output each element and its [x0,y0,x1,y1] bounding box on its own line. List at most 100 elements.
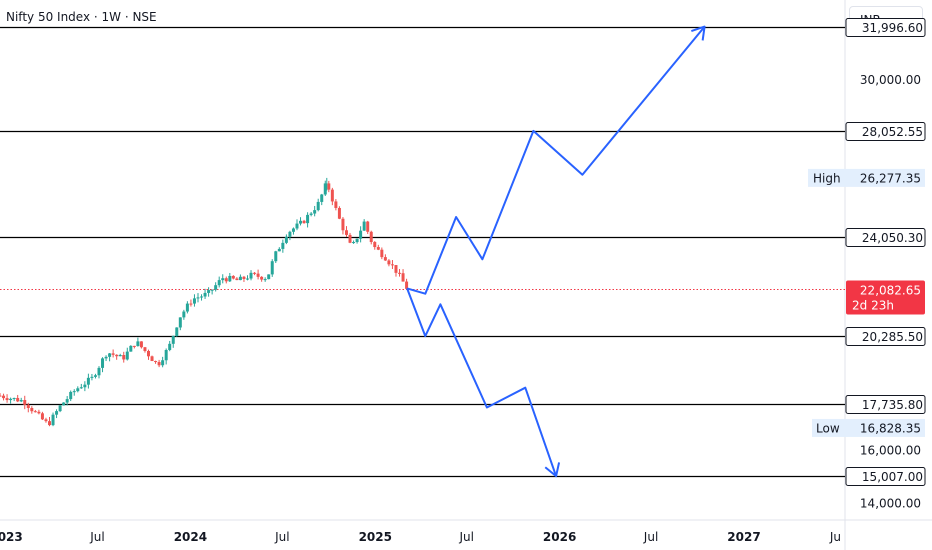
candle-body [143,347,147,351]
candle-body [168,343,172,350]
candle-body [72,391,76,393]
symbol-title: Nifty 50 Index · 1W · NSE [6,10,157,24]
candle-body [55,411,59,415]
candle-body [366,221,370,232]
candle-body [224,278,228,282]
candle-body [192,298,196,304]
candle-body [122,354,126,360]
x-tick-label: Jul [458,530,473,544]
candle-body [65,399,69,403]
level-label-1: 28,052.55 [862,125,923,139]
candle-body [359,230,363,239]
candle-body [323,183,327,195]
candle-body [203,292,207,297]
candle-body [281,242,285,249]
candle-body [327,183,331,190]
candle-body [76,388,80,392]
last-price-countdown: 2d 23h [852,299,894,313]
candle-body [291,228,295,232]
candle-body [309,213,313,215]
low-value: 16,828.35 [860,421,921,435]
candle-body [394,265,398,273]
candle-body [235,278,239,281]
level-label-box-2 [845,228,926,247]
candle-body [157,362,161,366]
candle-body [249,272,253,279]
candle-body [337,207,341,219]
low-caption-box [812,418,846,437]
candle-body [101,358,105,368]
level-label-3: 20,285.50 [862,330,923,344]
candle-body [341,218,345,231]
candle-body [118,354,122,357]
level-label-5: 15,007.00 [862,470,923,484]
level-label-box-5 [845,467,926,486]
x-tick-label: Ju [829,530,841,544]
x-tick-label: Jul [274,530,289,544]
candle-body [12,397,16,399]
candle-body [19,400,23,402]
x-tick-label: 2026 [543,530,576,544]
candle-body [313,210,317,214]
high-caption-box [808,168,846,187]
candle-body [284,236,288,243]
candle-body [196,297,200,299]
candle-body [355,238,359,243]
candle-body [175,327,179,336]
candle-body [115,354,119,357]
candle-body [362,221,366,231]
candle-body [334,201,338,208]
candle-body [108,353,112,357]
candle-body [316,201,320,211]
candle-body [270,261,274,275]
candle-body [306,214,310,224]
candle-body [62,402,66,406]
candle-body [30,408,34,412]
candle-body [267,274,271,280]
candle-body [69,391,73,400]
candle-body [189,303,193,305]
last-price-box [846,280,925,315]
candle-body [51,414,55,426]
y-tick-label: 16,000.00 [860,443,921,457]
candle-body [90,376,94,378]
candle-body [383,257,387,261]
candle-body [228,275,232,282]
x-tick-label: 2024 [174,530,207,544]
candle-body [40,413,44,420]
candle-body [79,387,83,389]
candle-body [154,361,158,363]
candle-body [390,264,394,266]
level-label-0: 31,996.60 [862,21,923,35]
candle-body [210,289,214,291]
candle-body [164,349,168,361]
candle-body [398,272,402,274]
candle-body [111,353,115,355]
candle-body [369,231,373,243]
candle-body [44,419,48,422]
candle-body [207,290,211,293]
candle-body [373,242,377,248]
candle-body [171,335,175,344]
candle-body [58,405,62,412]
candle-body [214,285,218,290]
candle-body [242,276,246,279]
candle-body [47,421,51,426]
low-caption: Low [816,421,840,435]
candle-body [348,234,352,243]
candle-body [185,303,189,312]
candle-body [23,400,27,405]
candle-body [352,242,356,244]
candle-body [295,223,299,229]
x-tick-label: Jul [643,530,658,544]
candles [0,180,409,427]
last-price-value: 22,082.65 [860,284,921,298]
x-tick-label: 2023 [0,530,23,544]
level-label-box-0 [845,18,926,37]
projection-up-path-arrowhead [691,25,706,41]
candle-body [277,248,281,252]
y-tick-label: 30,000.00 [860,73,921,87]
candle-body [299,220,303,224]
candle-body [330,189,334,202]
